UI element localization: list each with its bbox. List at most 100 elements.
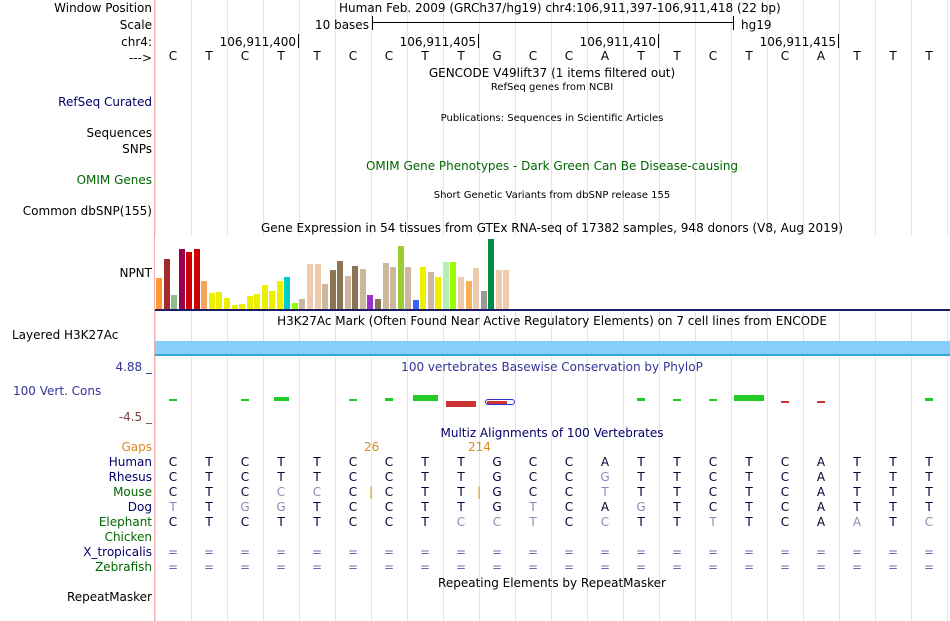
gtex-tissue-bar[interactable] [224, 298, 230, 309]
alignment-base: = [203, 560, 215, 574]
repeatmasker-track-title[interactable]: Repeating Elements by RepeatMasker [438, 576, 666, 590]
gtex-tissue-bar[interactable] [291, 303, 298, 309]
gtex-bar-chart[interactable] [155, 236, 950, 309]
track-label-cons[interactable]: 100 Vert. Cons [13, 384, 102, 398]
h3k27ac-signal[interactable] [155, 341, 950, 354]
track-label-dbsnp[interactable]: Common dbSNP(155) [22, 204, 152, 218]
phylop-score-mark [487, 401, 507, 406]
alignment-base: T [925, 485, 933, 499]
gtex-tissue-bar[interactable] [495, 270, 502, 309]
reference-base: T [853, 49, 861, 63]
gtex-tissue-bar[interactable] [473, 268, 480, 309]
gtex-tissue-bar[interactable] [163, 259, 170, 309]
gtex-tissue-bar[interactable] [239, 304, 245, 309]
h3k27ac-track-title[interactable]: H3K27Ac Mark (Often Found Near Active Re… [277, 314, 827, 328]
gtex-tissue-bar[interactable] [307, 264, 313, 309]
gtex-tissue-bar[interactable] [171, 295, 178, 309]
gtex-tissue-bar[interactable] [480, 291, 487, 309]
species-label-dog[interactable]: Dog [127, 500, 152, 514]
gtex-tissue-bar[interactable] [405, 267, 412, 309]
gtex-tissue-bar[interactable] [344, 276, 351, 309]
gtex-tissue-bar[interactable] [322, 284, 329, 309]
gtex-tissue-bar[interactable] [246, 296, 253, 309]
alignment-base: A [816, 455, 826, 469]
gtex-tissue-bar[interactable] [216, 292, 223, 309]
gtex-tissue-bar[interactable] [208, 293, 215, 309]
reference-base: C [708, 49, 718, 63]
omim-track-title[interactable]: OMIM Gene Phenotypes - Dark Green Can Be… [365, 159, 739, 173]
gtex-tissue-bar[interactable] [442, 262, 449, 309]
gtex-tissue-bar[interactable] [314, 264, 321, 309]
track-data-pane[interactable]: Human Feb. 2009 (GRCh37/hg19) chr4:106,9… [155, 0, 950, 621]
species-label-rhesus[interactable]: Rhesus [108, 470, 152, 484]
alignment-base: C [780, 515, 790, 529]
alignment-base: = [491, 545, 503, 559]
alignment-base: T [745, 455, 753, 469]
gap-label-26: 26 [364, 440, 380, 454]
track-label-omim[interactable]: OMIM Genes [76, 173, 152, 187]
gtex-tissue-bar[interactable] [193, 249, 200, 309]
species-label-mouse[interactable]: Mouse [113, 485, 152, 499]
track-label-repeatmasker[interactable]: RepeatMasker [66, 590, 152, 604]
gtex-tissue-bar[interactable] [231, 305, 238, 309]
scale-bar [373, 22, 733, 23]
species-label-zebrafish[interactable]: Zebrafish [95, 560, 152, 574]
gtex-tissue-bar[interactable] [397, 246, 404, 309]
gtex-tissue-bar[interactable] [276, 281, 283, 309]
species-label-human[interactable]: Human [108, 455, 152, 469]
gtex-tissue-bar[interactable] [382, 263, 389, 309]
phylop-track-title[interactable]: 100 vertebrates Basewise Conservation by… [401, 360, 703, 374]
gtex-tissue-bar[interactable] [465, 281, 472, 309]
species-label-chicken[interactable]: Chicken [104, 530, 152, 544]
species-label-elephant[interactable]: Elephant [98, 515, 152, 529]
gtex-tissue-bar[interactable] [299, 299, 306, 309]
gtex-tissue-bar[interactable] [254, 294, 261, 309]
window-position-text: Human Feb. 2009 (GRCh37/hg19) chr4:106,9… [339, 1, 781, 15]
gtex-tissue-bar[interactable] [412, 300, 419, 309]
track-label-npnt[interactable]: NPNT [119, 266, 152, 280]
track-label-snps[interactable]: SNPs [122, 142, 152, 156]
track-label-sequences[interactable]: Sequences [86, 126, 152, 140]
alignment-base: C [492, 515, 502, 529]
track-label-gaps[interactable]: Gaps [121, 440, 152, 454]
gtex-tissue-bar[interactable] [329, 270, 336, 309]
gtex-track-title[interactable]: Gene Expression in 54 tissues from GTEx … [260, 221, 844, 235]
gtex-tissue-bar[interactable] [390, 267, 396, 309]
gtex-tissue-bar[interactable] [186, 252, 193, 309]
species-label-x_tropicalis[interactable]: X_tropicalis [83, 545, 152, 559]
gencode-track-title[interactable]: GENCODE V49lift37 (1 items filtered out) [428, 66, 676, 80]
dbsnp-track-title[interactable]: Short Genetic Variants from dbSNP releas… [433, 190, 671, 201]
gtex-tissue-bar[interactable] [503, 270, 510, 309]
multiz-track-title[interactable]: Multiz Alignments of 100 Vertebrates [440, 426, 664, 440]
gtex-tissue-bar[interactable] [201, 281, 208, 309]
gtex-tissue-bar[interactable] [156, 278, 162, 309]
refseq-track-title[interactable]: RefSeq genes from NCBI [490, 82, 614, 93]
gtex-tissue-bar[interactable] [352, 266, 359, 309]
alignment-base: C [456, 515, 466, 529]
gtex-tissue-bar[interactable] [450, 262, 457, 309]
gtex-tissue-bar[interactable] [284, 277, 291, 309]
gtex-tissue-bar[interactable] [420, 267, 427, 309]
track-label-refseq[interactable]: RefSeq Curated [58, 95, 152, 109]
track-label-h3k27ac[interactable]: Layered H3K27Ac [12, 328, 119, 342]
gtex-tissue-bar[interactable] [261, 285, 268, 309]
gtex-tissue-bar[interactable] [435, 277, 442, 309]
alignment-base: T [925, 470, 933, 484]
gtex-tissue-bar[interactable] [178, 249, 185, 309]
alignment-base: = [527, 560, 539, 574]
reference-base: T [745, 49, 753, 63]
gtex-tissue-bar[interactable] [427, 272, 434, 309]
gtex-tissue-bar[interactable] [488, 239, 495, 309]
window-position-label: Window Position [54, 1, 152, 15]
gtex-tissue-bar[interactable] [337, 261, 344, 309]
publications-track-title[interactable]: Publications: Sequences in Scientific Ar… [440, 113, 664, 124]
phylop-score-mark [349, 398, 357, 401]
alignment-base: C [708, 500, 718, 514]
gtex-tissue-bar[interactable] [458, 277, 464, 309]
gtex-tissue-bar[interactable] [359, 269, 366, 309]
gtex-tissue-bar[interactable] [269, 291, 276, 309]
gtex-tissue-bar[interactable] [367, 295, 374, 309]
alignment-base: T [169, 500, 177, 514]
gtex-tissue-bar[interactable] [374, 299, 381, 309]
alignment-base: T [853, 485, 861, 499]
